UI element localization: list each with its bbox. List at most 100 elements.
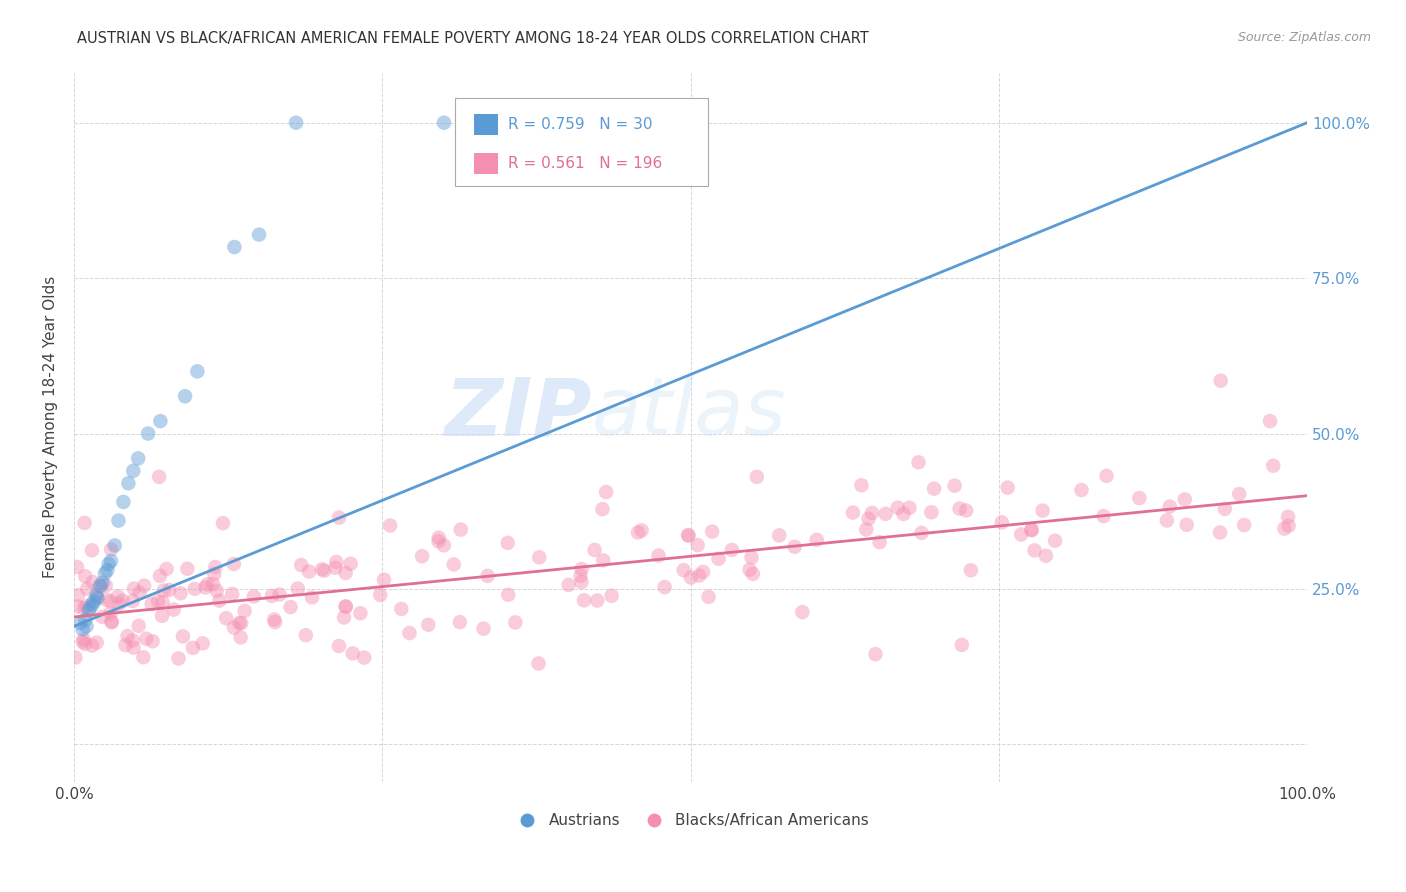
Point <box>472 622 495 636</box>
Point <box>586 593 609 607</box>
Point <box>243 590 266 604</box>
Point <box>148 470 170 484</box>
Point <box>368 588 391 602</box>
Point <box>496 536 519 550</box>
Point <box>169 586 191 600</box>
Point <box>1032 503 1054 517</box>
Point <box>806 533 828 547</box>
Point <box>943 479 966 493</box>
Point <box>73 516 96 530</box>
Point <box>112 495 135 509</box>
Point <box>231 616 253 631</box>
Point <box>997 481 1019 495</box>
Point <box>86 591 108 606</box>
FancyBboxPatch shape <box>456 98 707 186</box>
Point <box>630 524 652 538</box>
Point <box>91 575 114 590</box>
Point <box>1095 468 1118 483</box>
Point <box>280 600 302 615</box>
Point <box>907 455 929 469</box>
Point <box>311 562 333 576</box>
Point <box>1035 549 1057 563</box>
Point <box>707 551 730 566</box>
Point <box>96 592 118 607</box>
Point <box>128 619 150 633</box>
Point <box>222 557 245 571</box>
Point <box>335 566 357 580</box>
Point <box>97 557 120 571</box>
Point <box>298 565 321 579</box>
Point <box>100 615 122 630</box>
Point <box>1021 523 1043 537</box>
Point <box>1272 522 1295 536</box>
Point <box>1277 509 1299 524</box>
Point <box>1209 374 1232 388</box>
Point <box>1209 525 1232 540</box>
Point <box>134 579 156 593</box>
Point <box>398 626 420 640</box>
Point <box>152 595 174 609</box>
Point <box>94 566 117 581</box>
Point <box>314 564 336 578</box>
Point <box>233 604 256 618</box>
Point <box>600 589 623 603</box>
Point <box>285 116 308 130</box>
Point <box>855 523 877 537</box>
Point <box>676 528 699 542</box>
Point <box>122 640 145 655</box>
Point <box>1263 458 1285 473</box>
Point <box>184 582 207 596</box>
Point <box>121 594 143 608</box>
Point <box>290 558 312 572</box>
Point <box>569 568 592 582</box>
Point <box>157 582 180 597</box>
Point <box>1174 492 1197 507</box>
Point <box>865 647 887 661</box>
Text: R = 0.561   N = 196: R = 0.561 N = 196 <box>508 156 662 171</box>
Point <box>768 528 790 542</box>
Point <box>72 623 94 637</box>
Point <box>851 478 873 492</box>
Point <box>108 597 131 611</box>
Point <box>287 582 309 596</box>
Point <box>702 524 724 539</box>
Point <box>1227 487 1250 501</box>
Point <box>692 565 714 579</box>
Point <box>301 591 323 605</box>
Point <box>107 590 129 604</box>
Point <box>678 528 700 542</box>
Point <box>75 599 97 614</box>
Point <box>325 555 347 569</box>
Point <box>335 599 357 614</box>
Point <box>229 631 252 645</box>
Point <box>627 525 650 540</box>
Point <box>176 562 198 576</box>
Point <box>427 534 450 549</box>
Point <box>202 566 225 581</box>
Point <box>325 561 347 575</box>
Point <box>950 638 973 652</box>
Point <box>136 426 159 441</box>
Point <box>741 566 763 581</box>
Point <box>858 511 880 525</box>
Point <box>427 531 450 545</box>
Point <box>654 580 676 594</box>
Point <box>922 482 945 496</box>
Point <box>591 502 613 516</box>
Point <box>920 505 942 519</box>
Point <box>212 516 235 530</box>
Point <box>378 518 401 533</box>
Point <box>100 594 122 608</box>
FancyBboxPatch shape <box>474 114 498 136</box>
Point <box>96 563 118 577</box>
Point <box>1070 483 1092 497</box>
Point <box>688 568 710 582</box>
Point <box>194 581 217 595</box>
Point <box>571 575 593 590</box>
Point <box>127 451 149 466</box>
Point <box>247 227 270 242</box>
Point <box>191 636 214 650</box>
Point <box>1010 527 1032 541</box>
Point <box>72 635 94 649</box>
Point <box>527 657 550 671</box>
